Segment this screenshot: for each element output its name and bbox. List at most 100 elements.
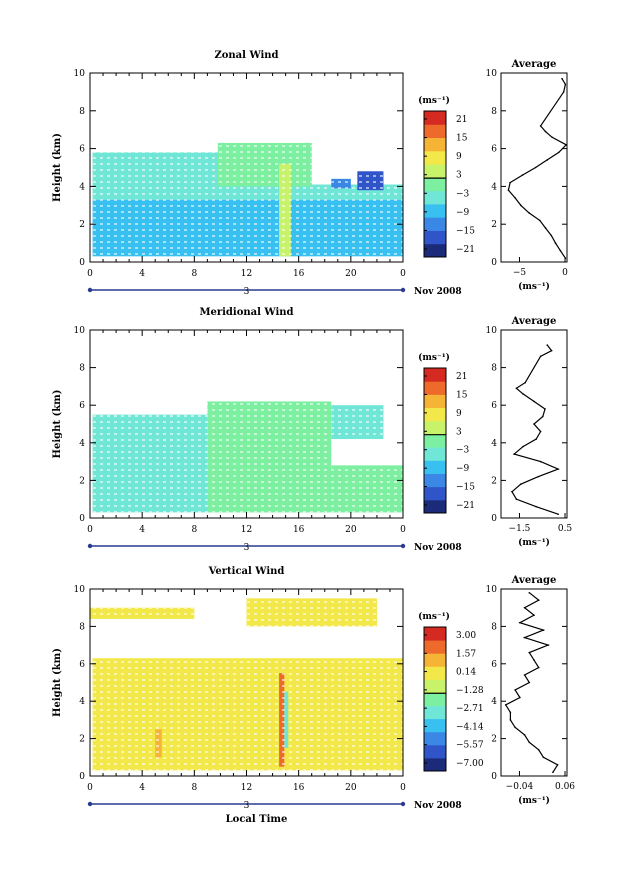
colorbar-tick-label: −21 bbox=[456, 245, 475, 255]
date-month-label: Nov 2008 bbox=[414, 543, 462, 553]
panel-title: Vertical Wind bbox=[208, 566, 285, 577]
average-profile-point bbox=[534, 166, 537, 169]
average-profile-point bbox=[542, 415, 544, 418]
y-tick-label: 2 bbox=[79, 220, 85, 230]
average-y-tick-label: 10 bbox=[486, 69, 498, 79]
average-profile-point bbox=[507, 189, 510, 191]
date-bar-start bbox=[87, 287, 93, 293]
panel-title: Zonal Wind bbox=[214, 50, 278, 61]
colorbar-swatch bbox=[424, 447, 446, 461]
average-profile-point bbox=[533, 659, 535, 661]
colorbar-swatch bbox=[424, 368, 446, 382]
colorbar-tick-label: 0.14 bbox=[456, 668, 476, 678]
average-y-tick-label: 0 bbox=[491, 258, 497, 268]
average-x-tick-label: −5 bbox=[513, 268, 527, 278]
average-profile-point bbox=[528, 651, 531, 654]
average-profile-point bbox=[511, 490, 513, 493]
y-axis-label: Height (km) bbox=[52, 133, 63, 202]
data-gap-texture bbox=[92, 199, 403, 257]
average-profile-point bbox=[522, 445, 524, 448]
colorbar-swatch bbox=[424, 243, 446, 258]
average-profile-point bbox=[520, 483, 522, 485]
x-tick-label: 4 bbox=[139, 783, 145, 793]
y-axis-label: Height (km) bbox=[52, 648, 63, 717]
y-tick-label: 6 bbox=[79, 401, 85, 411]
x-tick-label: 20 bbox=[345, 525, 357, 535]
average-y-tick-label: 6 bbox=[491, 401, 497, 411]
average-profile-point bbox=[537, 749, 540, 751]
colorbar-unit: (ms⁻¹) bbox=[418, 611, 450, 622]
average-profile-point bbox=[544, 130, 547, 133]
data-gap-texture bbox=[357, 171, 384, 191]
x-tick-label: 0 bbox=[400, 783, 406, 793]
colorbar-tick-label: −7.00 bbox=[456, 759, 484, 769]
average-y-tick-label: 0 bbox=[491, 772, 497, 782]
average-profile-point bbox=[550, 234, 553, 237]
average-x-label: (ms⁻¹) bbox=[518, 281, 550, 292]
panel-title: Meridional Wind bbox=[199, 307, 293, 318]
y-tick-label: 2 bbox=[79, 735, 85, 745]
average-y-tick-label: 4 bbox=[491, 697, 497, 707]
average-y-tick-label: 0 bbox=[491, 514, 497, 524]
y-tick-label: 2 bbox=[79, 476, 85, 486]
average-profile-point bbox=[537, 666, 540, 669]
colorbar-tick-label: −5.57 bbox=[456, 741, 484, 751]
data-gap-texture bbox=[217, 142, 312, 187]
average-profile-point bbox=[513, 453, 515, 455]
average-profile-point bbox=[523, 734, 526, 736]
average-frame bbox=[500, 588, 568, 777]
y-tick-label: 10 bbox=[74, 326, 86, 336]
colorbar-swatch bbox=[424, 164, 446, 178]
average-profile-line bbox=[507, 78, 568, 259]
average-y-tick-label: 2 bbox=[491, 220, 497, 230]
average-profile-point bbox=[514, 689, 516, 691]
colorbar-frame bbox=[423, 626, 447, 772]
colorbar-swatch bbox=[424, 433, 446, 448]
y-tick-label: 10 bbox=[74, 585, 86, 595]
average-profile-point bbox=[537, 599, 540, 602]
colorbar-frame bbox=[423, 110, 447, 258]
x-tick-label: 12 bbox=[241, 525, 252, 535]
y-tick-label: 4 bbox=[79, 439, 85, 449]
average-profile-point bbox=[523, 674, 526, 676]
average-profile-point bbox=[544, 408, 546, 410]
x-tick-label: 0 bbox=[87, 525, 93, 535]
date-bar-start bbox=[87, 801, 93, 807]
y-tick-label: 4 bbox=[79, 182, 85, 192]
colorbar-tick-label: 9 bbox=[456, 152, 462, 162]
y-tick-label: 4 bbox=[79, 697, 85, 707]
colorbar-tick-label: −15 bbox=[456, 483, 475, 493]
average-profile-point bbox=[552, 771, 554, 774]
colorbar-frame bbox=[423, 367, 447, 514]
colorbar-swatch bbox=[424, 177, 446, 192]
data-gap-texture bbox=[207, 401, 332, 513]
colorbar-swatch bbox=[424, 111, 446, 125]
average-x-tick-label: −1.5 bbox=[509, 524, 531, 534]
average-profile-point bbox=[557, 468, 559, 470]
colorbar-tick-label: −2.71 bbox=[456, 704, 484, 714]
average-profile-point bbox=[539, 125, 542, 127]
data-gap-texture bbox=[279, 163, 291, 257]
average-y-tick-label: 2 bbox=[491, 476, 497, 486]
colorbar-swatch bbox=[424, 137, 446, 152]
average-profile-point bbox=[528, 741, 531, 744]
colorbar-swatch bbox=[424, 640, 446, 654]
colorbar-tick-label: 3 bbox=[456, 171, 462, 181]
average-profile-point bbox=[537, 475, 540, 478]
average-profile-point bbox=[539, 430, 542, 433]
colorbar-swatch bbox=[424, 692, 446, 707]
average-profile-point bbox=[521, 174, 524, 176]
y-tick-label: 6 bbox=[79, 145, 85, 155]
colorbar-swatch bbox=[424, 381, 446, 395]
y-tick-label: 10 bbox=[74, 69, 86, 79]
average-profile-point bbox=[559, 249, 562, 252]
average-frame bbox=[500, 72, 568, 263]
average-profile-point bbox=[509, 181, 511, 184]
data-gap-texture bbox=[90, 607, 195, 619]
colorbar-swatch bbox=[424, 124, 446, 139]
x-tick-label: 0 bbox=[400, 269, 406, 279]
average-profile-point bbox=[523, 636, 526, 639]
average-profile-point bbox=[535, 438, 537, 440]
colorbar-tick-label: −3 bbox=[456, 446, 470, 456]
colorbar-tick-label: −21 bbox=[456, 501, 475, 511]
